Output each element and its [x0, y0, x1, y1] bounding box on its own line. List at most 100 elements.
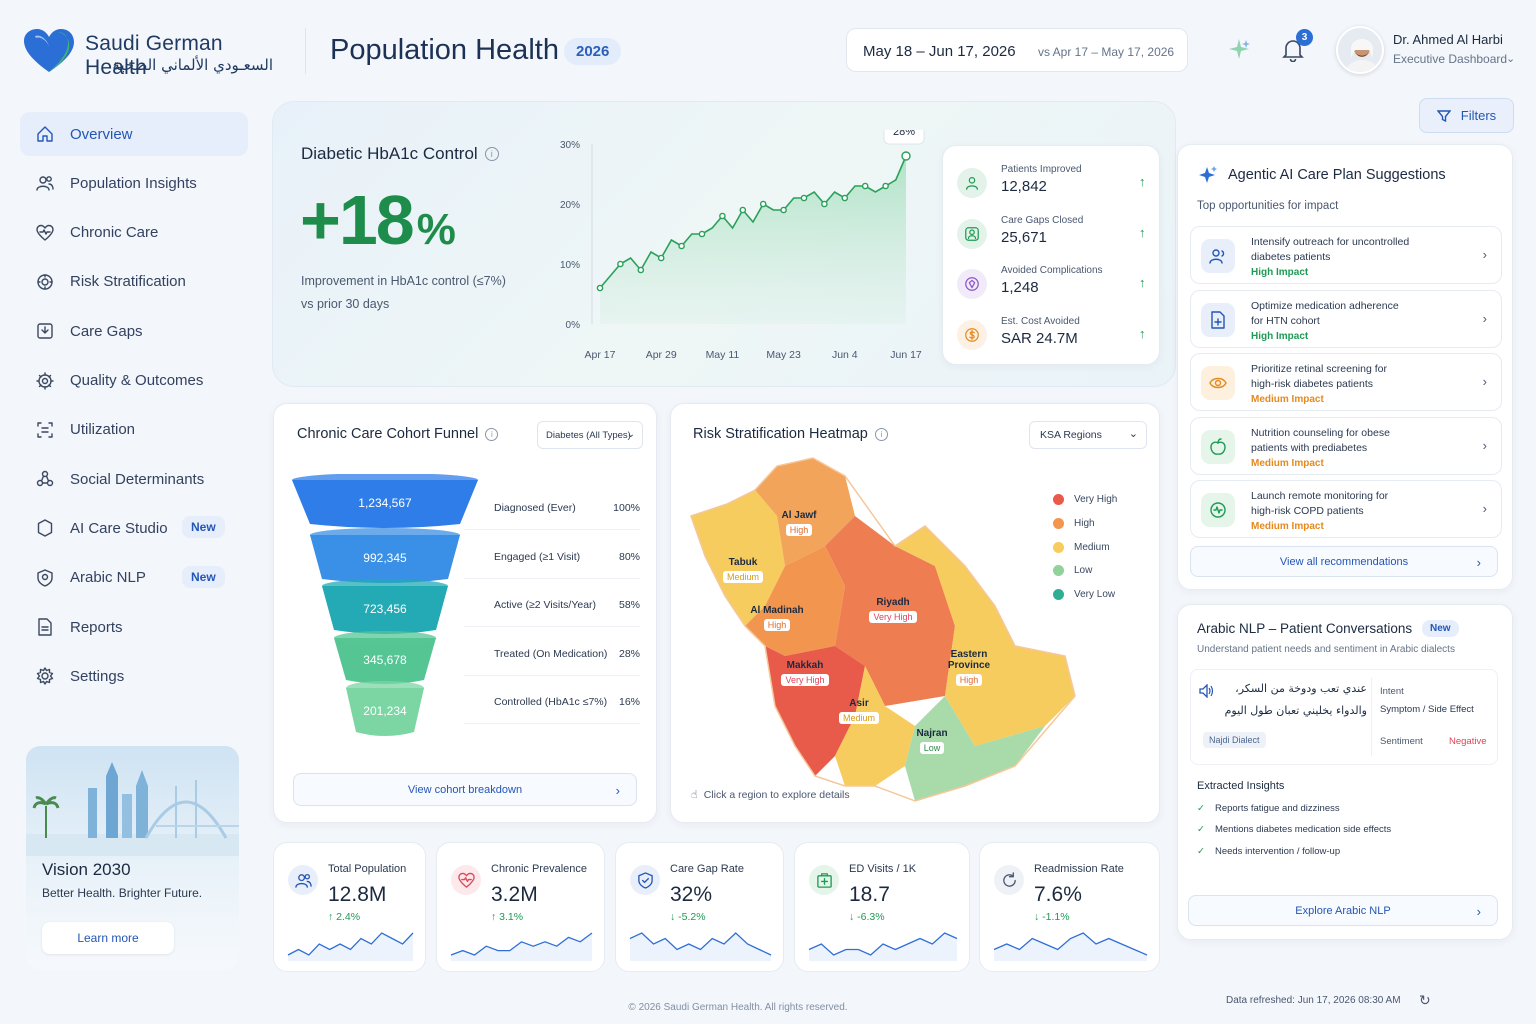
impact-badge: Medium Impact [1251, 394, 1324, 406]
region-label-eastern-province[interactable]: Eastern Province High [929, 649, 1009, 686]
date-range-picker[interactable]: May 18 – Jun 17, 2026 vs Apr 17 – May 17… [846, 28, 1188, 72]
recommendation-item[interactable]: Prioritize retinal screening for high-ris… [1190, 353, 1502, 412]
region-label-najran[interactable]: Najran Low [892, 728, 972, 754]
kpi-chronic-prevalence[interactable]: Chronic Prevalence 3.2M ↑ 3.1% [436, 842, 605, 972]
refresh-icon [994, 865, 1024, 895]
stat-est-cost-avoided[interactable]: Est. Cost Avoided SAR 24.7M ↑ [957, 316, 1147, 356]
sidebar-item-population-insights[interactable]: Population Insights [20, 161, 248, 205]
avatar[interactable] [1336, 26, 1384, 74]
ai-sparkle-icon[interactable] [1228, 38, 1250, 60]
sparkline-fill [809, 933, 957, 961]
region-label-al-jawf[interactable]: Al Jawf High [759, 510, 839, 536]
kpi-care-gap-rate[interactable]: Care Gap Rate 32% ↓ -5.2% [615, 842, 784, 972]
chevron-down-icon[interactable]: ⌄ [1506, 53, 1516, 65]
explore-arabic-nlp-button[interactable]: Explore Arabic NLP › [1188, 895, 1498, 926]
funnel-row: Engaged (≥1 Visit) 80% [494, 551, 640, 563]
info-icon[interactable]: i [874, 427, 888, 441]
funnel-divider [464, 626, 640, 627]
sidebar-item-settings[interactable]: Settings [20, 654, 248, 698]
data-point [901, 151, 911, 161]
funnel-stage[interactable] [292, 480, 478, 528]
region-label-al-madinah[interactable]: Al Madinah High [737, 605, 817, 631]
nlp-subtitle: Understand patient needs and sentiment i… [1197, 644, 1455, 655]
hba1c-value: +18 % [300, 180, 456, 260]
region-label-riyadh[interactable]: Riyadh Very High [853, 597, 933, 623]
sidebar-item-utilization[interactable]: Utilization [20, 408, 248, 452]
x-tick-label: Jun 17 [890, 349, 922, 360]
recommendation-item[interactable]: Optimize medication adherence for HTN coh… [1190, 289, 1502, 348]
kpi-ed-visits-1k[interactable]: ED Visits / 1K 18.7 ↓ -6.3% [794, 842, 970, 972]
legend-item: High [1053, 517, 1095, 529]
medication-icon [1201, 302, 1235, 337]
region-shape-eastern[interactable] [895, 526, 1075, 746]
region-label-tabuk[interactable]: Tabuk Medium [703, 557, 783, 583]
region-shape-najran[interactable] [905, 696, 1045, 801]
region-shape-al-jawf[interactable] [755, 458, 855, 566]
region-name: Al Madinah [750, 605, 804, 616]
sidebar-item-chronic-care[interactable]: Chronic Care [20, 211, 248, 255]
view-cohort-breakdown-button[interactable]: View cohort breakdown › [293, 773, 637, 806]
recommendation-item[interactable]: Launch remote monitoring for high-risk CO… [1190, 480, 1502, 539]
kpi-value: 32% [670, 883, 713, 906]
arabic-quote-line2: والدواء يخليني تعبان طول اليوم [1224, 704, 1367, 717]
recommendation-item[interactable]: Intensify outreach for uncontrolled diabe… [1190, 226, 1502, 284]
care-gap-icon [957, 218, 987, 249]
refresh-icon[interactable]: ↻ [1419, 992, 1431, 1008]
funnel-stage-top [322, 579, 448, 593]
sidebar-item-ai-care-studio[interactable]: AI Care Studio New [20, 506, 248, 550]
sidebar-item-reports[interactable]: Reports [20, 605, 248, 649]
chevron-down-icon: ⌄ [1128, 428, 1138, 440]
skyline-illustration [26, 762, 239, 856]
sidebar-item-label: Quality & Outcomes [70, 372, 204, 389]
ksa-map[interactable] [685, 456, 1085, 806]
risk-gear-icon [36, 273, 54, 291]
notification-button[interactable]: 3 [1282, 29, 1313, 64]
region-shape-asir[interactable] [835, 666, 915, 786]
map-hint-text: Click a region to explore details [703, 788, 850, 801]
region-dropdown[interactable]: KSA Regions ⌄ [1029, 421, 1147, 449]
funnel-stage[interactable] [346, 688, 424, 736]
info-icon[interactable]: i [484, 147, 499, 161]
region-shape-tabuk[interactable] [691, 490, 785, 626]
info-icon[interactable]: i [485, 427, 499, 441]
sidebar-item-care-gaps[interactable]: Care Gaps [20, 309, 248, 353]
sparkline [450, 932, 593, 961]
sidebar-item-arabic-nlp[interactable]: Arabic NLP New [20, 556, 248, 600]
funnel-dropdown[interactable]: Diabetes (All Types) ⌄ [537, 421, 643, 449]
filters-button[interactable]: Filters [1419, 98, 1514, 133]
speaker-icon[interactable] [1199, 684, 1215, 698]
chevron-right-icon: › [1476, 904, 1481, 919]
stat-care-gaps-closed[interactable]: Care Gaps Closed 25,671 ↑ [957, 215, 1147, 255]
view-all-recommendations-button[interactable]: View all recommendations › [1190, 546, 1498, 577]
funnel-stage[interactable] [322, 586, 448, 634]
y-tick-label: 20% [560, 200, 580, 211]
stat-avoided-complications[interactable]: Avoided Complications 1,248 ↑ [957, 265, 1147, 305]
x-tick-label: May 11 [706, 349, 740, 360]
data-point [719, 212, 726, 220]
sentiment-label: Sentiment [1380, 736, 1423, 747]
region-label-asir[interactable]: Asir Medium [819, 698, 899, 724]
monitor-icon [1210, 502, 1226, 519]
recommendation-item[interactable]: Nutrition counseling for obese patients w… [1190, 416, 1502, 475]
region-label-makkah[interactable]: Makkah Very High [765, 660, 845, 686]
recommendation-line1: Launch remote monitoring for [1251, 490, 1389, 503]
sidebar-item-quality-outcomes[interactable]: Quality & Outcomes [20, 359, 248, 403]
learn-more-button[interactable]: Learn more [42, 922, 174, 954]
year-badge[interactable]: 2026 [564, 38, 622, 65]
sidebar-item-risk-stratification[interactable]: Risk Stratification [20, 260, 248, 304]
kpi-readmission-rate[interactable]: Readmission Rate 7.6% ↓ -1.1% [979, 842, 1160, 972]
stat-label: Patients Improved [1001, 164, 1082, 175]
stat-label: Avoided Complications [1001, 265, 1103, 276]
sidebar-item-social-determinants[interactable]: Social Determinants [20, 457, 248, 501]
funnel-stage[interactable] [334, 638, 436, 684]
sidebar-item-overview[interactable]: Overview [20, 112, 248, 156]
user-role[interactable]: Executive Dashboard [1393, 52, 1508, 66]
kpi-label: Care Gap Rate [670, 863, 744, 875]
data-point [780, 206, 787, 214]
logo[interactable]: Saudi German Health السعـودي الألماني ال… [22, 28, 282, 79]
stat-patients-improved[interactable]: Patients Improved 12,842 ↑ [957, 164, 1147, 204]
social-icon [36, 470, 54, 487]
kpi-total-population[interactable]: Total Population 12.8M ↑ 2.4% [273, 842, 426, 972]
funnel-stage[interactable] [310, 535, 460, 583]
cohort-button-label: View cohort breakdown [407, 784, 523, 796]
